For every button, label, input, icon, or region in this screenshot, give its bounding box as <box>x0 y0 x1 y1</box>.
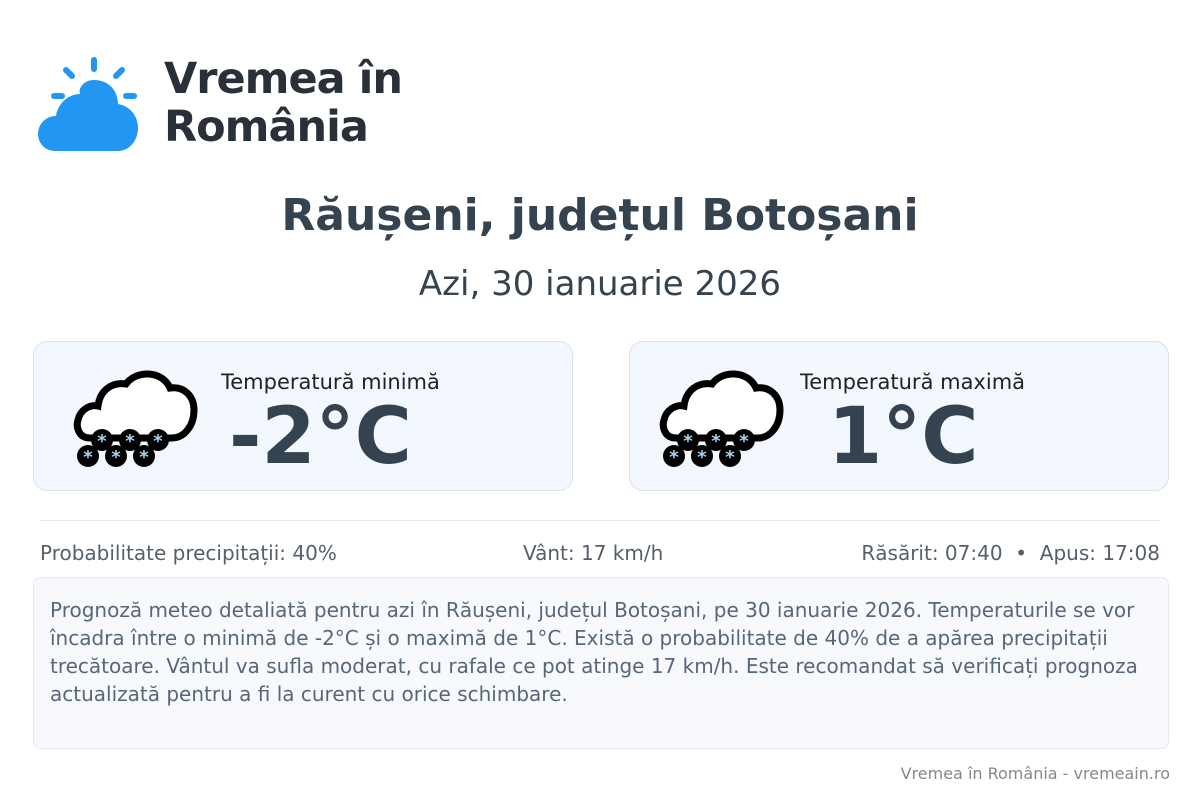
precipitation-stat: Probabilitate precipitații: 40% <box>40 541 337 565</box>
svg-text:*: * <box>725 447 735 468</box>
svg-text:*: * <box>739 431 749 452</box>
svg-text:*: * <box>125 431 135 452</box>
min-temp-value: -2°C <box>229 392 412 482</box>
brand-name: Vremea în <box>164 54 403 104</box>
min-temp-label: Temperatură minimă <box>221 370 440 394</box>
min-temp-card: * * * * * * Temperatură minimă -2°C <box>33 341 573 491</box>
max-temp-value: 1°C <box>828 392 979 482</box>
logo: Vremea în România <box>36 54 403 152</box>
page-title: Răușeni, județul Botoșani <box>281 190 919 241</box>
svg-text:*: * <box>697 447 707 468</box>
date-subtitle: Azi, 30 ianuarie 2026 <box>418 264 782 304</box>
svg-text:*: * <box>111 447 121 468</box>
max-temp-card: * * * * * * Temperatură maximă 1°C <box>629 341 1169 491</box>
footer-credit: Vremea în România - vremeain.ro <box>900 764 1170 783</box>
snow-cloud-icon: * * ** * * <box>659 370 784 468</box>
snow-cloud-icon: * * ** * * <box>73 370 198 468</box>
svg-text:*: * <box>669 447 679 468</box>
svg-text:*: * <box>711 431 721 452</box>
brand-name-line2: România <box>164 102 369 152</box>
svg-text:*: * <box>683 431 693 452</box>
svg-text:*: * <box>139 447 149 468</box>
divider <box>40 520 1160 521</box>
sun-times-stat: Răsărit: 07:40 • Apus: 17:08 <box>861 541 1160 565</box>
svg-text:*: * <box>97 431 107 452</box>
svg-text:*: * <box>153 431 163 452</box>
max-temp-label: Temperatură maximă <box>800 370 1026 394</box>
sun-cloud-icon <box>38 57 138 151</box>
svg-text:*: * <box>83 447 93 468</box>
wind-stat: Vânt: 17 km/h <box>523 541 664 565</box>
forecast-description: Prognoză meteo detaliată pentru azi în R… <box>33 577 1169 749</box>
